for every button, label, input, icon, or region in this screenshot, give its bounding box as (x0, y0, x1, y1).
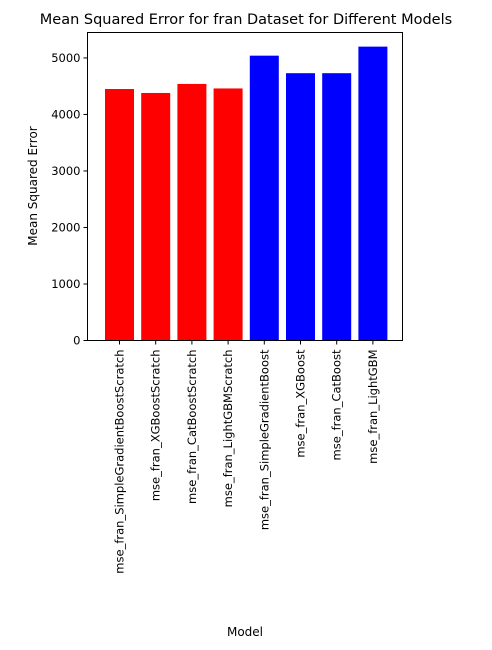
x-tick-label-3: mse_fran_CatBoostScratch (185, 350, 199, 504)
x-tick-label-8: mse_fran_LightGBM (366, 350, 380, 464)
x-tick-label-1: mse_fran_SimpleGradientBoostScratch (113, 350, 127, 574)
y-tick-label-6: 5000 (51, 51, 80, 65)
y-axis: 0 1000 2000 3000 4000 5000 (51, 51, 88, 348)
x-tick-label-2: mse_fran_XGBoostScratch (149, 350, 163, 502)
x-axis: mse_fran_SimpleGradientBoostScratch mse_f… (113, 340, 380, 574)
x-tick-label-5: mse_fran_SimpleGradientBoost (257, 349, 271, 530)
plot-frame (87, 32, 403, 341)
bar-3 (177, 83, 207, 341)
y-tick-label-4: 3000 (51, 164, 80, 178)
y-tick-label-3: 2000 (51, 220, 80, 234)
chart-title: Mean Squared Error for fran Dataset for … (40, 12, 452, 28)
bar-6 (286, 73, 315, 341)
bar-8 (358, 46, 388, 341)
x-tick-label-4: mse_fran_LightGBMScratch (221, 350, 235, 508)
x-tick-label-6: mse_fran_XGBoost (294, 349, 308, 458)
bar-2 (141, 92, 171, 341)
x-tick-label-7: mse_fran_CatBoost (330, 349, 344, 460)
y-tick-label-1: 0 (73, 334, 80, 348)
x-axis-label: Model (227, 625, 263, 639)
bar-5 (249, 55, 279, 341)
bars-group (105, 46, 388, 341)
y-axis-label: Mean Squared Error (26, 126, 40, 246)
bar-4 (213, 88, 243, 341)
bar-7 (322, 73, 352, 341)
bar-1 (105, 89, 134, 341)
y-tick-label-2: 1000 (51, 277, 80, 291)
y-tick-label-5: 4000 (51, 107, 80, 121)
